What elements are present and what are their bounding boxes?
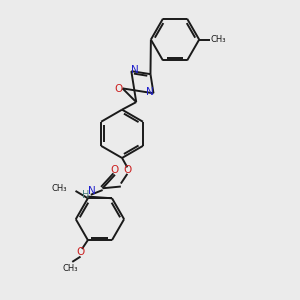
Text: H: H [82,190,90,200]
Text: O: O [111,165,119,175]
Text: O: O [123,165,131,175]
Text: N: N [88,186,95,196]
Text: CH₃: CH₃ [52,184,67,193]
Text: N: N [131,64,139,75]
Text: N: N [146,87,154,97]
Text: O: O [76,248,85,257]
Text: O: O [114,84,122,94]
Text: CH₃: CH₃ [211,35,226,44]
Text: CH₃: CH₃ [62,264,78,273]
